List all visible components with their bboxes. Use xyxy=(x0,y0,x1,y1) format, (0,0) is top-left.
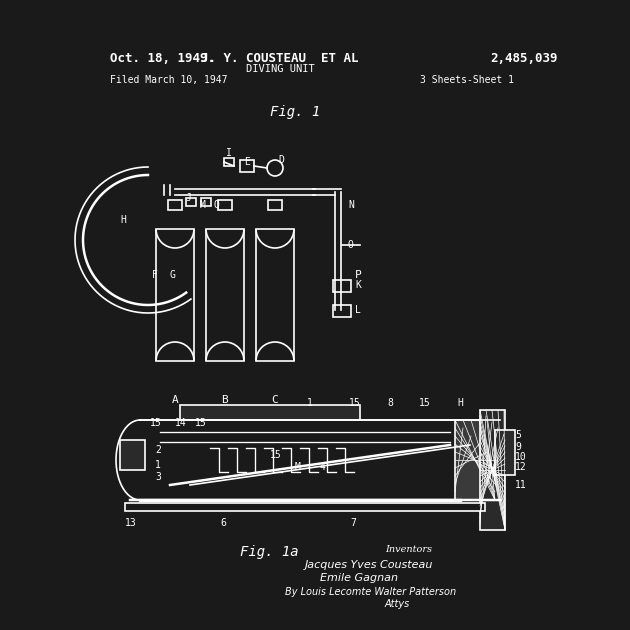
Bar xyxy=(455,420,495,500)
Text: Filed March 10, 1947: Filed March 10, 1947 xyxy=(110,75,227,85)
Bar xyxy=(120,440,145,470)
Text: 14: 14 xyxy=(175,418,186,428)
Text: 15: 15 xyxy=(270,450,282,460)
Text: J. Y. COUSTEAU  ET AL: J. Y. COUSTEAU ET AL xyxy=(201,52,358,65)
Bar xyxy=(186,198,196,206)
Text: Emile Gagnan: Emile Gagnan xyxy=(320,573,398,583)
Text: 12: 12 xyxy=(515,462,527,472)
Text: J: J xyxy=(185,193,191,203)
Text: 15: 15 xyxy=(150,418,162,428)
Bar xyxy=(495,430,515,475)
Text: M: M xyxy=(295,462,301,472)
Text: Q: Q xyxy=(213,200,219,210)
Text: C: C xyxy=(272,395,278,405)
Bar xyxy=(218,200,232,210)
Text: H: H xyxy=(457,398,463,408)
Bar xyxy=(180,405,360,420)
Text: 10: 10 xyxy=(515,452,527,462)
Text: 9: 9 xyxy=(515,442,521,452)
Text: By Louis Lecomte Walter Patterson: By Louis Lecomte Walter Patterson xyxy=(285,587,456,597)
Text: N: N xyxy=(348,200,354,210)
Text: 1: 1 xyxy=(307,398,313,408)
Text: 13: 13 xyxy=(125,518,137,528)
Bar xyxy=(256,229,294,361)
Bar xyxy=(156,229,194,361)
Bar xyxy=(201,198,211,206)
Text: D: D xyxy=(278,155,284,165)
Bar xyxy=(125,503,485,511)
Text: 8: 8 xyxy=(387,398,393,408)
Text: Inventors: Inventors xyxy=(385,545,432,554)
Text: P: P xyxy=(355,270,362,280)
Text: E: E xyxy=(244,157,250,167)
Bar xyxy=(240,160,254,172)
Text: O: O xyxy=(348,240,354,250)
Bar xyxy=(333,305,351,317)
Bar xyxy=(333,280,351,292)
Text: B: B xyxy=(222,395,228,405)
Text: 2,485,039: 2,485,039 xyxy=(490,52,558,65)
Bar xyxy=(268,200,282,210)
Bar xyxy=(480,410,505,530)
Text: F: F xyxy=(152,270,158,280)
Text: Fig. 1: Fig. 1 xyxy=(270,105,320,119)
Text: L: L xyxy=(355,305,361,315)
Text: A: A xyxy=(171,395,178,405)
Text: 15: 15 xyxy=(195,418,207,428)
Text: 6: 6 xyxy=(220,518,226,528)
Text: 3 Sheets-Sheet 1: 3 Sheets-Sheet 1 xyxy=(420,75,514,85)
Text: G: G xyxy=(170,270,176,280)
Text: 3: 3 xyxy=(155,472,161,482)
Text: I: I xyxy=(226,148,232,158)
Text: 4: 4 xyxy=(320,462,326,472)
Text: Attys: Attys xyxy=(385,599,410,609)
Text: Oct. 18, 1949.: Oct. 18, 1949. xyxy=(110,52,215,65)
Text: Fig. 1a: Fig. 1a xyxy=(240,545,299,559)
Text: M: M xyxy=(200,200,206,210)
Bar xyxy=(224,158,234,166)
Text: Jacques Yves Cousteau: Jacques Yves Cousteau xyxy=(305,560,433,570)
Text: 2: 2 xyxy=(155,445,161,455)
Text: 11: 11 xyxy=(515,480,527,490)
Text: DIVING UNIT: DIVING UNIT xyxy=(246,64,314,74)
Text: H: H xyxy=(120,215,126,225)
Text: 7: 7 xyxy=(350,518,356,528)
Bar xyxy=(168,200,182,210)
Text: 15: 15 xyxy=(419,398,431,408)
Text: 15: 15 xyxy=(349,398,361,408)
Text: 1: 1 xyxy=(155,460,161,470)
Text: 5: 5 xyxy=(515,430,521,440)
Text: K: K xyxy=(355,280,361,290)
Bar xyxy=(206,229,244,361)
